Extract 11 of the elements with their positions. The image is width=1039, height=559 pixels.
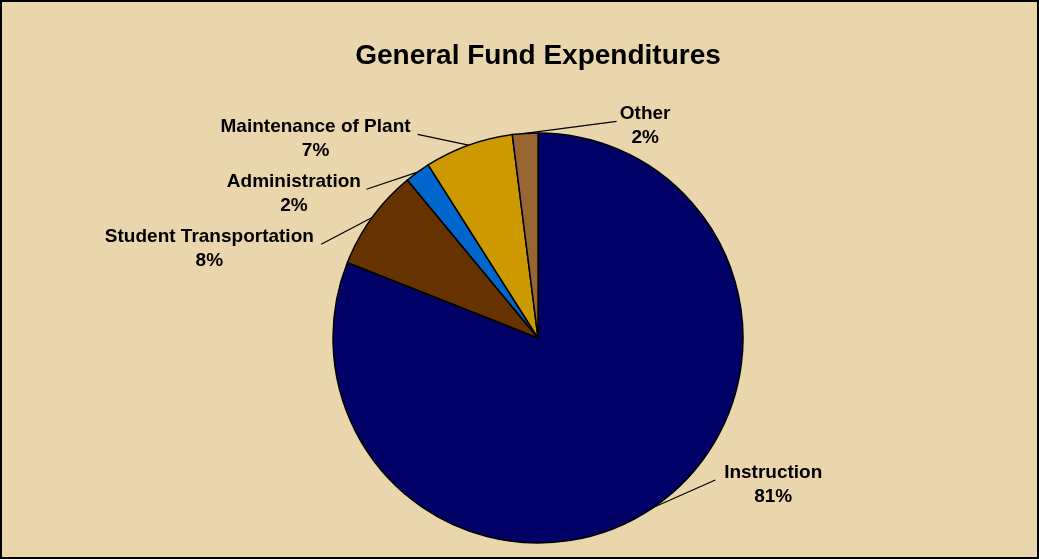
data-label: 7%	[301, 139, 330, 161]
data-label: 2%	[280, 194, 308, 216]
data-label: 8%	[195, 249, 224, 271]
slice-label: Instruction	[724, 461, 823, 482]
chart-title: General Fund Expenditures	[355, 39, 721, 70]
slice-label: Other	[619, 102, 672, 124]
data-label: 81%	[754, 485, 793, 506]
slice-label: Student Transportation	[104, 225, 314, 247]
slice-label: Maintenance of Plant	[220, 115, 412, 137]
slice-label: Administration	[226, 170, 361, 192]
data-label: 2%	[631, 126, 659, 148]
